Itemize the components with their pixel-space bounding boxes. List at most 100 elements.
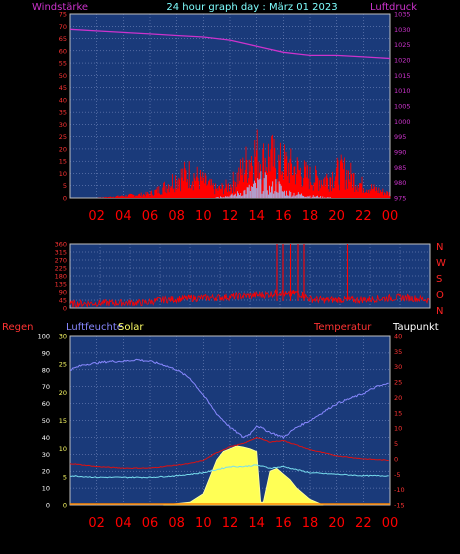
direction-tick-label: 360	[55, 241, 67, 249]
compass-label: O	[436, 290, 444, 301]
right-tick-label: 975	[394, 195, 406, 203]
left-tick-label: 15	[59, 158, 67, 166]
temp-tick-label: 5	[394, 440, 398, 448]
compass-label: N	[436, 306, 443, 317]
left-tick-label: 20	[59, 145, 67, 153]
wind-series	[97, 129, 391, 198]
temp-tick-label: 15	[394, 409, 402, 417]
left-tick-label: 5	[63, 182, 67, 190]
temp-tick-label: -10	[394, 486, 405, 494]
humidity-tick-label: 60	[42, 400, 50, 408]
x-tick-label: 10	[195, 516, 212, 531]
solar-tick-label: 10	[59, 445, 67, 453]
left-tick-label: 0	[63, 195, 67, 203]
temp-tick-label: -15	[394, 502, 405, 510]
humidity-tick-label: 80	[42, 366, 50, 374]
temp-tick-label: 35	[394, 348, 402, 356]
temp-tick-label: 10	[394, 425, 402, 433]
right-tick-label: 1000	[394, 118, 411, 126]
humidity-tick-label: 50	[42, 417, 50, 425]
regen-label: Regen	[2, 322, 34, 333]
solar-series	[163, 445, 324, 506]
left-tick-label: 50	[59, 72, 67, 80]
taupunkt-label: Taupunkt	[392, 322, 439, 333]
temp-tick-label: -5	[394, 471, 400, 479]
x-tick-label: 22	[355, 516, 372, 531]
title-label: 24 hour graph day : März 01 2023	[166, 2, 337, 13]
solar-tick-label: 30	[59, 333, 67, 341]
luftfeuchte-label: Luftfeuchte	[66, 322, 123, 333]
humidity-tick-label: 40	[42, 434, 50, 442]
x-tick-label: 16	[275, 516, 292, 531]
direction-tick-label: 90	[59, 289, 67, 297]
x-tick-label: 04	[115, 516, 132, 531]
temp-tick-label: 0	[394, 455, 398, 463]
direction-tick-label: 0	[63, 305, 67, 313]
solar-tick-label: 0	[63, 502, 67, 510]
direction-tick-label: 135	[55, 281, 67, 289]
left-tick-label: 30	[59, 121, 67, 129]
x-tick-label: 02	[88, 209, 105, 224]
solar-tick-label: 20	[59, 389, 67, 397]
direction-tick-label: 45	[59, 297, 67, 305]
right-tick-label: 1005	[394, 103, 411, 111]
left-tick-label: 65	[59, 35, 67, 43]
left-tick-label: 45	[59, 84, 67, 92]
compass-label: W	[436, 258, 446, 269]
left-tick-label: 25	[59, 133, 67, 141]
solar-label: Solar	[118, 322, 144, 333]
x-tick-label: 02	[88, 516, 105, 531]
right-tick-label: 980	[394, 179, 406, 187]
x-tick-label: 20	[328, 516, 345, 531]
x-tick-label: 12	[222, 516, 239, 531]
direction-tick-label: 315	[55, 249, 67, 257]
left-tick-label: 70	[59, 23, 67, 31]
humidity-tick-label: 10	[42, 485, 50, 493]
compass-label: N	[436, 242, 443, 253]
humidity-series	[70, 358, 389, 439]
x-tick-label: 06	[142, 516, 159, 531]
temperatur-label: Temperatur	[313, 322, 372, 333]
left-tick-label: 40	[59, 96, 67, 104]
dewpoint-series	[69, 464, 389, 479]
humidity-tick-label: 30	[42, 451, 50, 459]
right-tick-label: 985	[394, 164, 406, 172]
direction-tick-label: 225	[55, 265, 67, 273]
left-tick-label: 10	[59, 170, 67, 178]
right-tick-label: 990	[394, 149, 406, 157]
x-tick-label: 14	[248, 516, 265, 531]
temp-tick-label: 25	[394, 379, 402, 387]
x-tick-label: 18	[302, 516, 319, 531]
temp-tick-label: 20	[394, 394, 402, 402]
x-tick-label: 00	[382, 209, 399, 224]
wind-pressure-panel: 0510152025303540455055606570759759809859…	[59, 11, 411, 225]
x-tick-label: 14	[248, 209, 265, 224]
x-tick-label: 10	[195, 209, 212, 224]
x-tick-label: 16	[275, 209, 292, 224]
x-tick-label: 08	[168, 516, 185, 531]
right-tick-label: 1015	[394, 72, 411, 80]
right-tick-label: 1035	[394, 11, 411, 19]
direction-series	[69, 289, 430, 308]
temperature-series	[69, 436, 389, 470]
windstaerke-label: Windstärke	[32, 2, 88, 13]
temp-humidity-solar-panel: 0102030405060708090100051015202530-15-10…	[38, 333, 405, 532]
x-tick-label: 18	[302, 209, 319, 224]
x-tick-label: 12	[222, 209, 239, 224]
direction-tick-label: 270	[55, 257, 67, 265]
right-tick-label: 1030	[394, 26, 411, 34]
pressure-series	[69, 28, 391, 60]
luftdruck-label: Luftdruck	[370, 2, 417, 13]
x-tick-label: 00	[382, 516, 399, 531]
right-tick-label: 1020	[394, 57, 411, 65]
right-tick-label: 1025	[394, 41, 411, 49]
temp-tick-label: 40	[394, 333, 402, 341]
direction-tick-label: 180	[55, 273, 67, 281]
x-tick-label: 22	[355, 209, 372, 224]
humidity-tick-label: 90	[42, 349, 50, 357]
x-tick-label: 04	[115, 209, 132, 224]
left-tick-label: 35	[59, 109, 67, 117]
solar-tick-label: 25	[59, 361, 67, 369]
